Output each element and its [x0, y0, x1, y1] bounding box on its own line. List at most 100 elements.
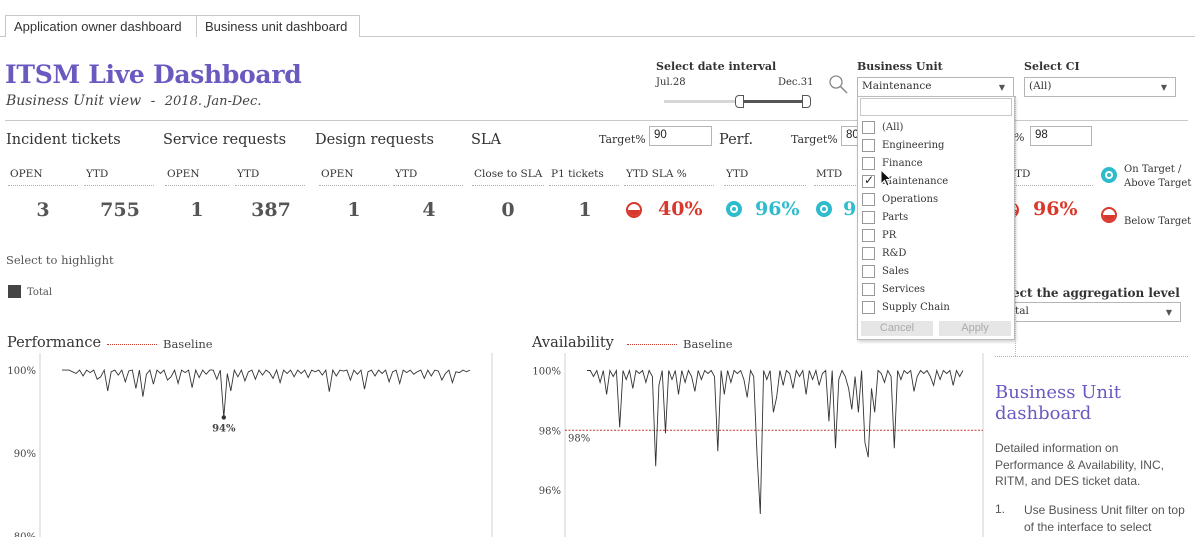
close-sla-value[interactable]: 0: [501, 199, 515, 221]
subtitle-text: Business Unit view: [6, 93, 142, 109]
p1-value[interactable]: 1: [578, 199, 592, 221]
business-unit-option[interactable]: Operations: [862, 191, 1012, 209]
select-ci-label: Select CI: [1024, 60, 1080, 73]
avail-target-input[interactable]: 98: [1030, 126, 1092, 146]
sla-target-label: Target%: [599, 133, 646, 146]
business-unit-select[interactable]: Maintenance ▼: [857, 77, 1014, 97]
y-tick-label: 80%: [14, 532, 36, 537]
checkbox[interactable]: [862, 229, 875, 242]
design-open-header: OPEN: [321, 168, 354, 180]
cancel-button[interactable]: Cancel: [861, 321, 933, 336]
checkbox[interactable]: [862, 265, 875, 278]
on-target-indicator-icon: [726, 201, 742, 217]
service-ytd-value[interactable]: 387: [251, 199, 291, 221]
business-unit-option[interactable]: Parts: [862, 209, 1012, 227]
highlight-label: Select to highlight: [6, 253, 114, 267]
perf-ytd-header: YTD: [726, 168, 749, 180]
availability-chart[interactable]: 100% 98% 96% 98%: [525, 353, 985, 537]
date-slider-start-handle[interactable]: [735, 95, 744, 108]
date-start-label: Jul.28: [656, 77, 686, 88]
header-underline: [1013, 185, 1093, 186]
checkbox[interactable]: [862, 157, 875, 170]
avail-ytd-value[interactable]: 96%: [1033, 198, 1078, 220]
service-open-value[interactable]: 1: [190, 199, 204, 221]
business-unit-option[interactable]: PR: [862, 227, 1012, 245]
business-unit-option[interactable]: R&D: [862, 245, 1012, 263]
sla-target-input[interactable]: 90: [649, 126, 712, 146]
tab-business-unit[interactable]: Business unit dashboard: [196, 15, 360, 37]
design-ytd-value[interactable]: 4: [422, 199, 436, 221]
baseline-legend-line: [107, 344, 157, 345]
business-unit-option[interactable]: Supply Chain: [862, 299, 1012, 317]
checkbox[interactable]: [862, 283, 875, 296]
date-slider-end-handle[interactable]: [802, 95, 811, 108]
checkbox[interactable]: [862, 139, 875, 152]
checkbox[interactable]: [862, 121, 875, 134]
on-target-legend-icon: [1101, 167, 1117, 183]
series-line: [62, 368, 471, 418]
business-unit-option[interactable]: Maintenance: [862, 173, 1012, 191]
business-unit-option[interactable]: Engineering: [862, 137, 1012, 155]
tab-application-owner[interactable]: Application owner dashboard: [5, 15, 197, 37]
avail-target-pct: %: [1014, 131, 1025, 144]
below-target-legend-icon: [1101, 207, 1117, 223]
chevron-down-icon: ▼: [1165, 308, 1172, 317]
incident-ytd-value[interactable]: 755: [100, 199, 140, 221]
perf-ytd-value[interactable]: 96%: [755, 198, 800, 220]
checkbox[interactable]: [862, 173, 875, 188]
header-underline: [165, 185, 229, 186]
side-panel-description: Detailed information on Performance & Av…: [995, 441, 1164, 488]
side-divider: [995, 356, 1188, 357]
design-open-value[interactable]: 1: [347, 199, 361, 221]
apply-button[interactable]: Apply: [939, 321, 1011, 336]
total-legend-label[interactable]: Total: [27, 287, 53, 298]
option-label: Services: [882, 284, 926, 295]
incident-open-value[interactable]: 3: [36, 199, 50, 221]
business-unit-option[interactable]: (All): [862, 119, 1012, 137]
p1-header: P1 tickets: [551, 168, 604, 180]
baseline-legend-line: [627, 344, 677, 345]
subtitle-separator: -: [150, 93, 156, 109]
search-icon[interactable]: [828, 74, 850, 96]
header-underline: [549, 185, 619, 186]
performance-chart[interactable]: 100% 90% 80% 94%: [0, 353, 495, 537]
header-underline: [393, 185, 463, 186]
checkbox[interactable]: [862, 193, 875, 206]
header-underline: [814, 185, 856, 186]
option-label: Finance: [882, 158, 923, 169]
mouse-cursor-icon: [880, 169, 893, 187]
side-step-text: Use Business Unit filter on top of the i…: [1024, 503, 1185, 534]
checkbox[interactable]: [862, 211, 875, 224]
business-unit-value: Maintenance: [862, 80, 932, 92]
side-step-number: 1.: [995, 502, 1006, 516]
min-point-label: 94%: [212, 423, 236, 434]
checkbox[interactable]: [862, 301, 875, 314]
subtitle-period: 2018. Jan-Dec.: [164, 94, 262, 109]
business-unit-option[interactable]: Sales: [862, 263, 1012, 281]
total-swatch[interactable]: [8, 285, 21, 298]
date-end-label: Dec.31: [778, 77, 814, 88]
header-divider: [5, 120, 1188, 121]
checkbox[interactable]: [862, 247, 875, 260]
y-tick-label: 96%: [539, 486, 561, 497]
perf-mtd-value[interactable]: 9: [843, 198, 857, 220]
dropdown-search-input[interactable]: [860, 98, 1012, 116]
select-ci-dropdown[interactable]: (All) ▼: [1024, 77, 1176, 97]
business-unit-option[interactable]: Finance: [862, 155, 1012, 173]
side-panel-title: Business Unit dashboard: [995, 382, 1122, 424]
dropdown-edge: [1015, 96, 1016, 356]
option-label: Parts: [882, 212, 909, 223]
on-target-indicator-icon: [816, 201, 832, 217]
business-unit-option[interactable]: Services: [862, 281, 1012, 299]
header-underline: [319, 185, 389, 186]
ytd-sla-value[interactable]: 40%: [658, 198, 703, 220]
header-underline: [84, 185, 154, 186]
on-target-legend-label: On Target / Above Target: [1124, 164, 1192, 189]
series-line: [587, 368, 964, 515]
option-label: Operations: [882, 194, 939, 205]
aggregation-select[interactable]: tal ▼: [1002, 302, 1181, 322]
y-tick-label: 90%: [14, 449, 36, 460]
design-ytd-header: YTD: [395, 168, 418, 180]
below-target-indicator-icon: [626, 202, 642, 218]
business-unit-label: Business Unit: [857, 60, 943, 73]
